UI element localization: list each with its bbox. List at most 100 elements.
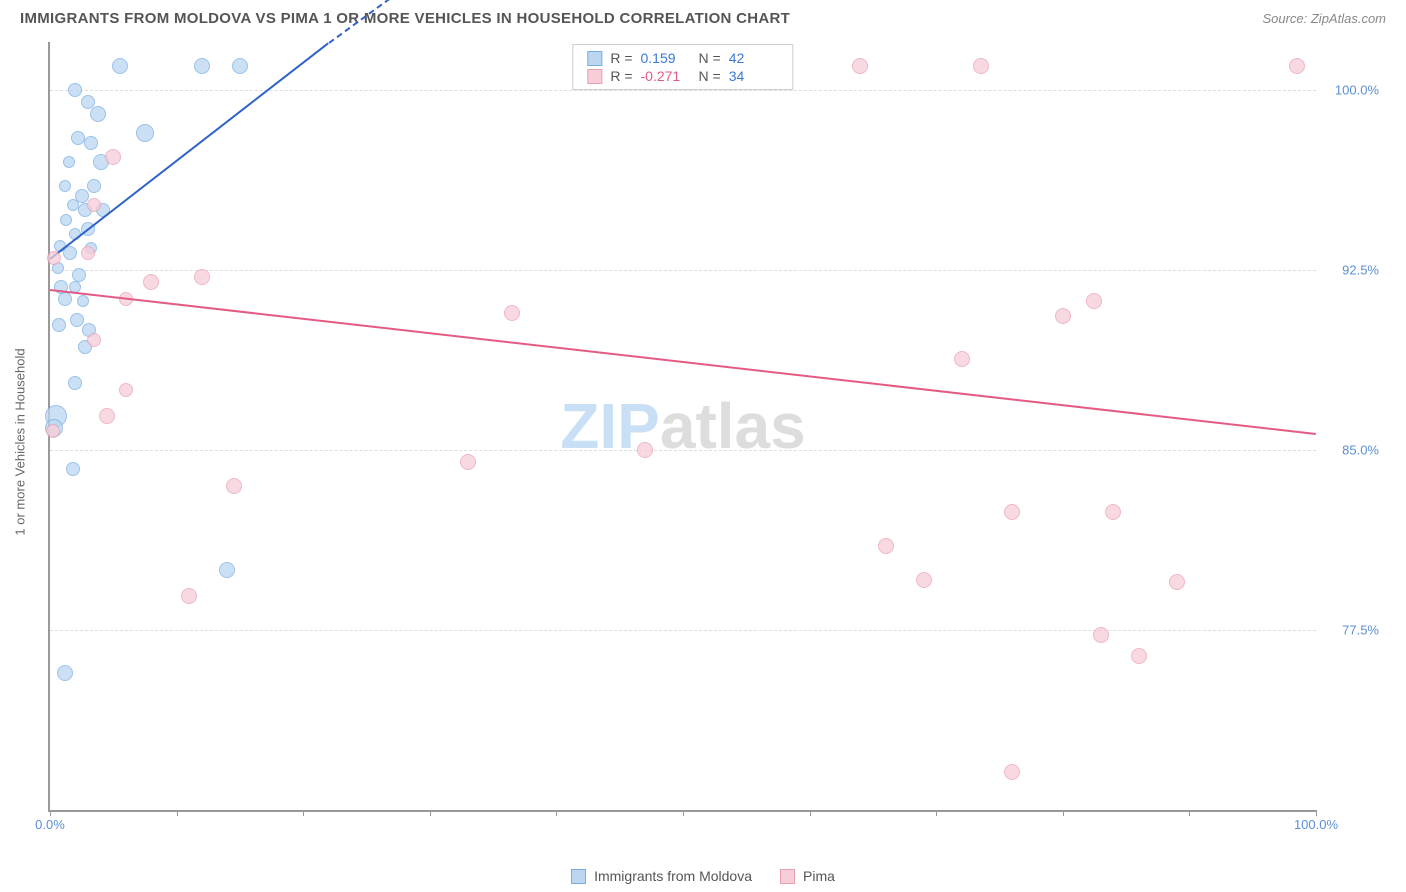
data-point [67, 199, 79, 211]
data-point [504, 305, 520, 321]
x-tick-mark [810, 810, 811, 816]
data-point [232, 58, 248, 74]
data-point [194, 58, 210, 74]
chart-area: 1 or more Vehicles in Household ZIPatlas… [48, 42, 1386, 842]
data-point [90, 106, 106, 122]
plot-area: ZIPatlas R =0.159N =42R =-0.271N =34 100… [48, 42, 1316, 812]
data-point [87, 198, 101, 212]
x-tick-label: 0.0% [35, 817, 65, 832]
data-point [637, 442, 653, 458]
data-point [59, 180, 71, 192]
data-point [105, 149, 121, 165]
data-point [72, 268, 86, 282]
data-point [1131, 648, 1147, 664]
y-tick-label: 92.5% [1342, 263, 1379, 278]
r-label: R = [610, 68, 632, 84]
watermark: ZIPatlas [560, 389, 805, 463]
gridline [50, 630, 1316, 631]
data-point [58, 292, 72, 306]
legend-label: Immigrants from Moldova [594, 868, 752, 884]
x-tick-label: 100.0% [1294, 817, 1338, 832]
legend-item: Immigrants from Moldova [571, 868, 752, 884]
gridline [50, 90, 1316, 91]
data-point [460, 454, 476, 470]
data-point [60, 214, 72, 226]
data-point [1169, 574, 1185, 590]
data-point [77, 295, 89, 307]
data-point [87, 179, 101, 193]
x-tick-mark [1063, 810, 1064, 816]
data-point [194, 269, 210, 285]
data-point [1055, 308, 1071, 324]
bottom-legend: Immigrants from Moldova Pima [0, 868, 1406, 884]
data-point [954, 351, 970, 367]
r-value: -0.271 [641, 68, 691, 84]
data-point [81, 246, 95, 260]
series-swatch [587, 51, 602, 66]
stats-row: R = -0.271 N = 34 [587, 67, 778, 85]
stats-legend-box: R = 0.159 N = 42R = -0.271 N = 34 [572, 44, 793, 90]
gridline [50, 270, 1316, 271]
data-point [99, 408, 115, 424]
data-point [68, 376, 82, 390]
x-tick-mark [177, 810, 178, 816]
watermark-atlas: atlas [660, 390, 806, 462]
y-tick-label: 100.0% [1335, 83, 1379, 98]
x-tick-mark [683, 810, 684, 816]
n-value: 42 [729, 50, 779, 66]
data-point [1289, 58, 1305, 74]
data-point [973, 58, 989, 74]
data-point [181, 588, 197, 604]
data-point [119, 383, 133, 397]
stats-row: R =0.159N =42 [587, 49, 778, 67]
y-tick-label: 77.5% [1342, 623, 1379, 638]
legend-swatch [571, 869, 586, 884]
y-axis-label: 1 or more Vehicles in Household [13, 348, 28, 535]
series-swatch [587, 69, 602, 84]
data-point [87, 333, 101, 347]
n-value: 34 [729, 68, 779, 84]
data-point [63, 156, 75, 168]
data-point [852, 58, 868, 74]
x-tick-mark [556, 810, 557, 816]
data-point [226, 478, 242, 494]
data-point [916, 572, 932, 588]
data-point [112, 58, 128, 74]
data-point [878, 538, 894, 554]
x-tick-mark [1189, 810, 1190, 816]
data-point [136, 124, 154, 142]
r-value: 0.159 [641, 50, 691, 66]
chart-title: IMMIGRANTS FROM MOLDOVA VS PIMA 1 OR MOR… [20, 10, 790, 27]
legend-swatch [780, 869, 795, 884]
source-label: Source: ZipAtlas.com [1262, 11, 1386, 26]
n-label: N = [699, 68, 721, 84]
y-tick-label: 85.0% [1342, 443, 1379, 458]
legend-item: Pima [780, 868, 835, 884]
data-point [57, 665, 73, 681]
data-point [68, 83, 82, 97]
data-point [66, 462, 80, 476]
data-point [1093, 627, 1109, 643]
chart-header: IMMIGRANTS FROM MOLDOVA VS PIMA 1 OR MOR… [0, 0, 1406, 27]
data-point [1004, 764, 1020, 780]
x-tick-mark [936, 810, 937, 816]
x-tick-mark [430, 810, 431, 816]
trend-line [50, 289, 1316, 435]
data-point [219, 562, 235, 578]
x-tick-mark [50, 810, 51, 816]
data-point [1086, 293, 1102, 309]
x-tick-mark [1316, 810, 1317, 816]
r-label: R = [610, 50, 632, 66]
data-point [84, 136, 98, 150]
legend-label: Pima [803, 868, 835, 884]
trend-line [49, 42, 329, 260]
gridline [50, 450, 1316, 451]
data-point [46, 424, 60, 438]
data-point [47, 251, 61, 265]
data-point [52, 318, 66, 332]
data-point [1105, 504, 1121, 520]
data-point [70, 313, 84, 327]
data-point [1004, 504, 1020, 520]
x-tick-mark [303, 810, 304, 816]
data-point [143, 274, 159, 290]
